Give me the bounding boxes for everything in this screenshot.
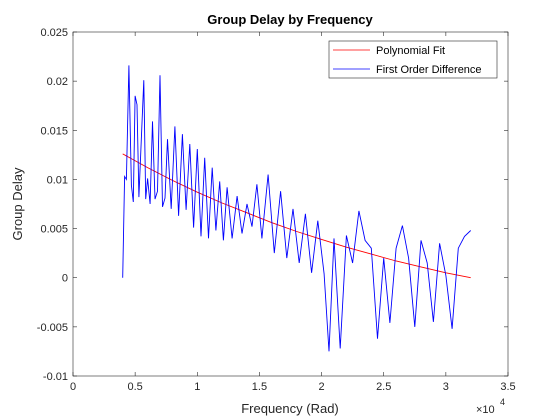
x-tick-label: 1 bbox=[194, 381, 200, 393]
plot-background bbox=[73, 32, 508, 376]
x-tick-label: 3.5 bbox=[500, 381, 515, 393]
axes-layer bbox=[72, 31, 509, 377]
series-line-polynomial-fit bbox=[122, 153, 471, 279]
legend-label-first-order-difference: First Order Difference bbox=[376, 64, 482, 76]
x-tick-label: 2 bbox=[319, 381, 325, 393]
x-tick-label: 1.5 bbox=[252, 381, 267, 393]
chart-title: Group Delay by Frequency bbox=[207, 12, 373, 27]
legend-label-polynomial-fit: Polynomial Fit bbox=[376, 45, 445, 57]
y-axis-title: Group Delay bbox=[10, 167, 25, 240]
series-layer bbox=[122, 65, 472, 352]
y-tick-label: 0.025 bbox=[40, 27, 68, 39]
series-line-first-order-difference bbox=[122, 65, 472, 352]
x-tick-label: 0 bbox=[70, 381, 76, 393]
y-tick-label: 0.01 bbox=[47, 174, 68, 186]
ticks-layer: 0 0.5 1 1.5 2 2.5 3 3.5 -0.01 -0.005 0 0.005 0.01 0.0… bbox=[37, 27, 516, 393]
x-tick-label: 0.5 bbox=[127, 381, 142, 393]
y-tick-label: -0.01 bbox=[43, 371, 68, 383]
plot-frame bbox=[72, 31, 509, 377]
y-tick-label: 0.02 bbox=[47, 76, 68, 88]
y-tick-label: -0.005 bbox=[37, 322, 68, 334]
x-tick-label: 2.5 bbox=[376, 381, 391, 393]
y-tick-label: 0.005 bbox=[40, 224, 68, 236]
x-exponent-base: ×10 bbox=[476, 404, 495, 416]
y-tick-label: 0 bbox=[62, 273, 68, 285]
legend: Polynomial Fit First Order Difference bbox=[328, 40, 498, 79]
legend-box bbox=[328, 40, 498, 79]
y-tick-label: 0.015 bbox=[40, 125, 68, 137]
x-tick-label: 3 bbox=[443, 381, 449, 393]
x-axis-title: Frequency (Rad) bbox=[241, 401, 339, 416]
x-exponent-power: 4 bbox=[500, 397, 505, 407]
x-exponent: ×10 4 bbox=[476, 397, 505, 416]
